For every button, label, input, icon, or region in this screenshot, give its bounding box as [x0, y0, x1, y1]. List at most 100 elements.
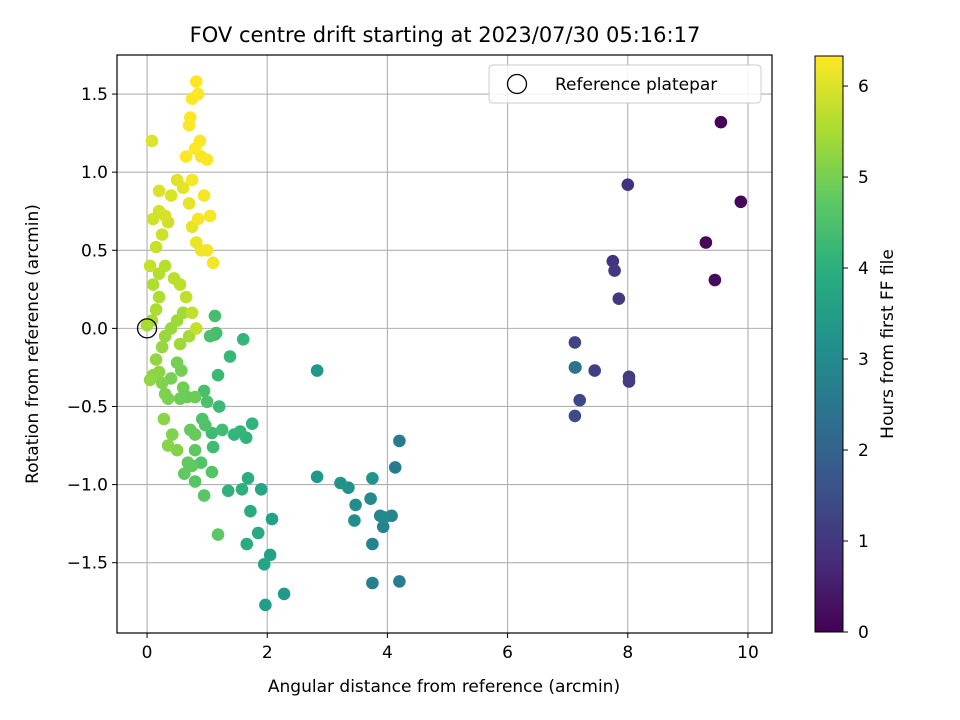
data-point	[364, 492, 377, 506]
data-point	[366, 576, 379, 590]
legend-label-reference: Reference platepar	[555, 75, 717, 95]
data-point	[254, 483, 268, 496]
data-point	[158, 259, 172, 273]
grid-lines	[117, 55, 772, 633]
data-point	[181, 456, 195, 470]
data-point	[155, 340, 169, 354]
colorbar-tick-label: 0	[858, 623, 869, 643]
data-point	[708, 273, 722, 287]
x-tick-label: 2	[262, 643, 273, 663]
data-point	[173, 278, 187, 291]
colorbar-tick-label: 2	[858, 441, 869, 461]
data-point	[310, 470, 324, 484]
data-point	[178, 467, 191, 481]
data-point	[211, 368, 225, 382]
data-point	[240, 537, 254, 551]
colorbar-tick-label: 4	[858, 259, 869, 279]
data-point	[211, 528, 225, 541]
data-point	[203, 329, 217, 343]
data-point	[393, 575, 406, 588]
colorbar-tick-label: 3	[858, 350, 869, 370]
data-point	[203, 209, 217, 223]
data-point	[185, 306, 199, 320]
y-tick-label: 1.5	[81, 85, 108, 105]
data-point	[149, 353, 163, 366]
data-point	[606, 254, 620, 268]
data-point	[221, 484, 235, 498]
data-point	[622, 375, 636, 388]
data-point	[212, 400, 226, 413]
data-point	[348, 514, 361, 527]
colorbar-ticks: 0 1 2 3 4 5 6	[843, 77, 869, 643]
data-point	[152, 184, 166, 198]
reference-marker-icon	[506, 73, 528, 95]
x-axis-ticks: 0 2 4 6 8 10	[142, 633, 759, 663]
data-point	[170, 356, 184, 370]
data-point	[200, 244, 214, 257]
y-tick-label: −1.5	[67, 554, 108, 574]
x-tick-label: 6	[502, 643, 513, 663]
data-point	[164, 189, 178, 202]
data-point	[143, 373, 157, 387]
data-point	[200, 153, 214, 166]
data-point	[215, 423, 229, 437]
data-point	[236, 333, 250, 346]
data-point	[184, 111, 197, 124]
data-point	[206, 256, 220, 270]
data-point	[263, 548, 277, 562]
y-tick-label: −0.5	[67, 397, 108, 417]
data-point	[197, 189, 211, 202]
data-point	[251, 526, 265, 540]
data-point	[569, 361, 582, 374]
colorbar-tick-label: 6	[858, 77, 869, 97]
data-point	[179, 150, 193, 163]
scatter-points	[136, 75, 748, 612]
data-point	[182, 197, 196, 210]
data-point	[235, 483, 249, 496]
data-point	[714, 115, 728, 129]
data-point	[366, 472, 379, 485]
x-tick-label: 4	[382, 643, 393, 663]
data-point	[173, 337, 187, 351]
y-tick-label: 0.5	[81, 241, 108, 261]
data-point	[188, 443, 202, 457]
data-point	[185, 173, 199, 187]
data-point	[143, 259, 157, 273]
data-point	[608, 264, 621, 277]
data-point	[208, 309, 222, 323]
data-point	[265, 512, 279, 526]
data-point	[190, 322, 203, 335]
data-point	[699, 236, 713, 249]
data-point	[166, 428, 179, 441]
data-point	[155, 376, 169, 390]
data-point	[199, 418, 212, 432]
x-tick-label: 8	[622, 643, 633, 663]
colorbar-label: Hours from first FF file	[878, 249, 898, 439]
data-point	[223, 350, 237, 363]
data-point	[259, 598, 272, 612]
data-point	[179, 290, 193, 304]
data-point	[161, 439, 175, 452]
data-point	[155, 228, 169, 241]
data-point	[149, 303, 163, 316]
data-point	[176, 306, 190, 320]
plot-area-frame	[116, 54, 773, 634]
data-point	[376, 520, 390, 534]
data-point	[197, 489, 211, 502]
data-point	[197, 384, 211, 398]
data-point	[149, 240, 163, 254]
colorbar-tick-label: 1	[858, 532, 869, 552]
data-point	[245, 417, 259, 431]
data-point	[191, 87, 205, 101]
data-point	[206, 440, 220, 454]
data-point	[205, 465, 219, 479]
data-point	[366, 537, 379, 551]
data-point	[573, 393, 586, 407]
data-point	[241, 472, 255, 485]
y-tick-label: 1.0	[81, 163, 108, 183]
colorbar-tick-label: 5	[858, 168, 869, 188]
data-point	[349, 498, 362, 512]
data-point	[378, 511, 391, 524]
data-point	[146, 278, 160, 291]
